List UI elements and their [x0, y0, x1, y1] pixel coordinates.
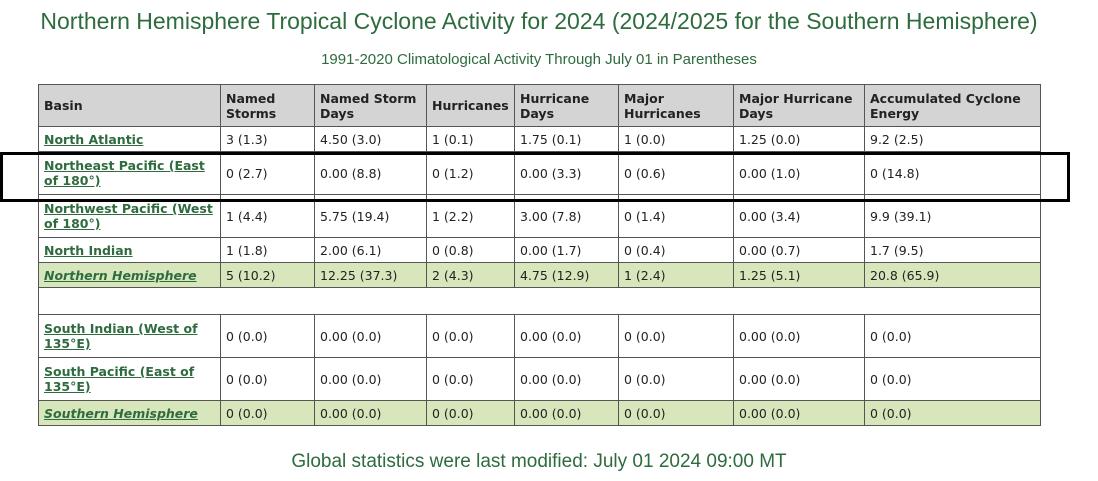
- last-modified-note: Global statistics were last modified: Ju…: [291, 451, 787, 472]
- table-cell: 0 (0.0): [220, 400, 315, 426]
- table-cell: 0 (0.0): [618, 314, 734, 358]
- table-cell: 0.00 (3.4): [733, 194, 865, 238]
- basin-link-north-indian[interactable]: North Indian: [44, 242, 133, 258]
- table-cell: 0.00 (0.0): [514, 400, 619, 426]
- table-cell: 1 (2.4): [618, 262, 734, 288]
- table-cell: 9.9 (39.1): [864, 194, 1041, 238]
- table-cell: 3 (1.3): [220, 126, 315, 152]
- page-subtitle: 1991-2020 Climatological Activity Throug…: [321, 51, 757, 68]
- table-cell: 0.00 (0.0): [514, 357, 619, 401]
- table-cell: 0 (14.8): [864, 151, 1041, 195]
- column-header-major-hurricane-days: Major Hurricane Days: [733, 84, 865, 127]
- table-cell: 0 (0.8): [426, 237, 515, 263]
- table-cell: 1 (0.0): [618, 126, 734, 152]
- table-cell: 0 (0.0): [426, 357, 515, 401]
- table-header-row: Basin Named Storms Named Storm Days Hurr…: [38, 84, 1041, 127]
- cyclone-activity-table: Basin Named Storms Named Storm Days Hurr…: [38, 84, 1041, 426]
- basin-link-north-atlantic[interactable]: North Atlantic: [44, 131, 144, 147]
- basin-link-south-indian[interactable]: South Indian (West of 135°E): [44, 321, 198, 351]
- table-cell: 0.00 (0.0): [733, 357, 865, 401]
- column-header-ace: Accumulated Cyclone Energy: [864, 84, 1041, 127]
- table-cell: 4.75 (12.9): [514, 262, 619, 288]
- table-cell: 0 (0.4): [618, 237, 734, 263]
- table-cell: 1 (1.8): [220, 237, 315, 263]
- table-cell: 0.00 (0.7): [733, 237, 865, 263]
- table-cell: 0.00 (0.0): [314, 357, 427, 401]
- basin-link-northwest-pacific[interactable]: Northwest Pacific (West of 180°): [44, 201, 213, 231]
- table-cell: 0.00 (0.0): [733, 314, 865, 358]
- table-row-northern-hemisphere: Northern Hemisphere 5 (10.2) 12.25 (37.3…: [38, 262, 1041, 288]
- table-row-south-pacific: South Pacific (East of 135°E) 0 (0.0) 0.…: [38, 357, 1041, 401]
- table-cell: 0.00 (0.0): [314, 314, 427, 358]
- table-cell: 0.00 (0.0): [733, 400, 865, 426]
- table-row-south-indian: South Indian (West of 135°E) 0 (0.0) 0.0…: [38, 314, 1041, 358]
- column-header-hurricanes: Hurricanes: [426, 84, 515, 127]
- table-cell: 0 (0.6): [618, 151, 734, 195]
- table-cell: 4.50 (3.0): [314, 126, 427, 152]
- table-separator-row: [38, 287, 1041, 315]
- table-cell: 1 (4.4): [220, 194, 315, 238]
- table-cell: 2 (4.3): [426, 262, 515, 288]
- table-cell: 3.00 (7.8): [514, 194, 619, 238]
- table-row-northeast-pacific: Northeast Pacific (East of 180°) 0 (2.7)…: [38, 151, 1041, 195]
- table-cell: 0 (0.0): [426, 400, 515, 426]
- table-cell: 0.00 (3.3): [514, 151, 619, 195]
- basin-link-northeast-pacific[interactable]: Northeast Pacific (East of 180°): [44, 158, 205, 188]
- table-cell: 0 (2.7): [220, 151, 315, 195]
- basin-link-southern-hemisphere[interactable]: Southern Hemisphere: [44, 405, 198, 421]
- table-cell: 0 (1.2): [426, 151, 515, 195]
- table-cell: 0.00 (8.8): [314, 151, 427, 195]
- table-cell: 1.7 (9.5): [864, 237, 1041, 263]
- table-cell: 0.00 (1.0): [733, 151, 865, 195]
- table-cell: 2.00 (6.1): [314, 237, 427, 263]
- table-cell: 1 (2.2): [426, 194, 515, 238]
- table-cell: 1.75 (0.1): [514, 126, 619, 152]
- table-cell: 5.75 (19.4): [314, 194, 427, 238]
- table-cell: 0 (0.0): [220, 314, 315, 358]
- table-cell: 0 (0.0): [618, 357, 734, 401]
- table-cell: 1.25 (5.1): [733, 262, 865, 288]
- table-cell: 0 (1.4): [618, 194, 734, 238]
- table-cell: 0 (0.0): [864, 357, 1041, 401]
- table-cell: 0 (0.0): [426, 314, 515, 358]
- table-cell: 9.2 (2.5): [864, 126, 1041, 152]
- column-header-named-storm-days: Named Storm Days: [314, 84, 427, 127]
- table-cell: 0.00 (1.7): [514, 237, 619, 263]
- basin-link-northern-hemisphere[interactable]: Northern Hemisphere: [44, 267, 197, 283]
- table-cell: 20.8 (65.9): [864, 262, 1041, 288]
- table-row-northwest-pacific: Northwest Pacific (West of 180°) 1 (4.4)…: [38, 194, 1041, 238]
- column-header-major-hurricanes: Major Hurricanes: [618, 84, 734, 127]
- table-cell: 0 (0.0): [220, 357, 315, 401]
- table-cell: 1.25 (0.0): [733, 126, 865, 152]
- column-header-basin: Basin: [38, 84, 221, 127]
- table-cell: 12.25 (37.3): [314, 262, 427, 288]
- page-title: Northern Hemisphere Tropical Cyclone Act…: [40, 8, 1038, 34]
- basin-link-south-pacific[interactable]: South Pacific (East of 135°E): [44, 364, 195, 394]
- table-cell: 0 (0.0): [618, 400, 734, 426]
- table-cell: 0.00 (0.0): [514, 314, 619, 358]
- table-cell: 0 (0.0): [864, 400, 1041, 426]
- table-cell: 0.00 (0.0): [314, 400, 427, 426]
- table-row-southern-hemisphere: Southern Hemisphere 0 (0.0) 0.00 (0.0) 0…: [38, 400, 1041, 426]
- column-header-named-storms: Named Storms: [220, 84, 315, 127]
- column-header-hurricane-days: Hurricane Days: [514, 84, 619, 127]
- table-row-north-atlantic: North Atlantic 3 (1.3) 4.50 (3.0) 1 (0.1…: [38, 126, 1041, 152]
- table-cell: 0 (0.0): [864, 314, 1041, 358]
- table-cell: 5 (10.2): [220, 262, 315, 288]
- table-cell: 1 (0.1): [426, 126, 515, 152]
- table-row-north-indian: North Indian 1 (1.8) 2.00 (6.1) 0 (0.8) …: [38, 237, 1041, 263]
